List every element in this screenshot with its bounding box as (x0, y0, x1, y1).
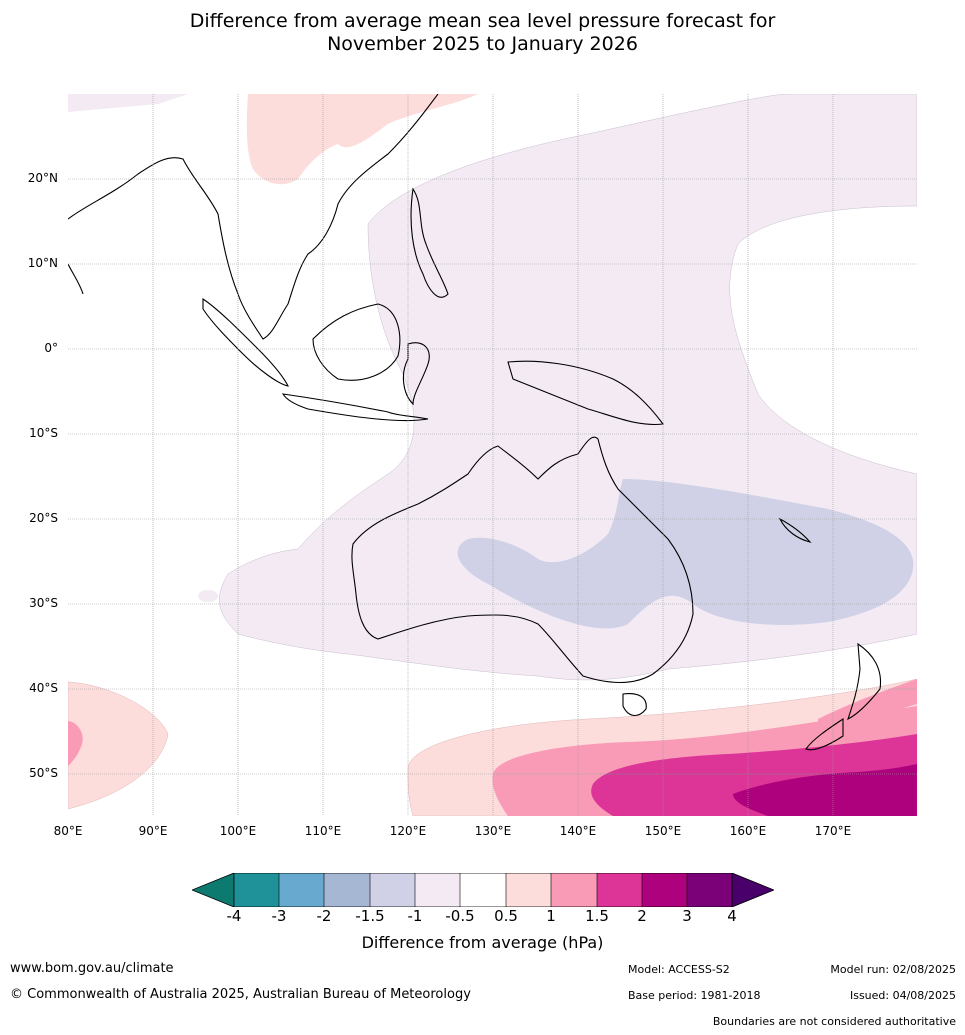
colorbar-label: -2 (316, 907, 332, 925)
lat-label-10s: 10°S (29, 426, 58, 440)
colorbar-bin-3 (324, 873, 370, 907)
lat-label-50s: 50°S (29, 766, 58, 780)
title-line-2: November 2025 to January 2026 (327, 33, 638, 55)
lon-label-140e: 140°E (559, 824, 597, 838)
colorbar-bin-8 (551, 873, 597, 907)
coastline-borneo (312, 303, 401, 381)
base-period-text: Base period: 1981-2018 (628, 989, 761, 1002)
pressure-anomaly-map (68, 94, 917, 816)
colorbar-bin-7 (506, 873, 551, 907)
lon-label-130e: 130°E (474, 824, 512, 838)
lon-label-90e: 90°E (138, 824, 168, 838)
colorbar-label: 1.5 (585, 907, 609, 925)
lon-label-110e: 110°E (304, 824, 342, 838)
coastline-asia (68, 94, 439, 340)
coastline-new-guinea (507, 360, 665, 426)
colorbar-label: -1.5 (355, 907, 385, 925)
colorbar-label: -3 (271, 907, 287, 925)
coastline-india-tip (68, 263, 84, 295)
issued-text: Issued: 04/08/2025 (849, 989, 956, 1002)
coastline-nz-north (847, 642, 882, 721)
colorbar-label: 2 (637, 907, 647, 925)
colorbar-bin-11 (687, 873, 732, 907)
lon-label-120e: 120°E (389, 824, 427, 838)
coastline-nz-south (805, 717, 844, 751)
colorbar-label: 4 (727, 907, 737, 925)
colorbar-bin-4 (370, 873, 415, 907)
colorbar-label: -4 (226, 907, 242, 925)
lat-label-30s: 30°S (29, 596, 58, 610)
coastline-new-caledonia (778, 517, 812, 543)
lon-label-150e: 150°E (644, 824, 682, 838)
colorbar-title: Difference from average (hPa) (361, 933, 604, 952)
coastline-sumatra (202, 297, 289, 387)
colorbar-label: 1 (546, 907, 556, 925)
colorbar-bin-2 (279, 873, 324, 907)
disclaimer-text: Boundaries are not considered authoritat… (712, 1015, 956, 1028)
lat-label-10n: 10°N (27, 256, 58, 270)
colorbar-bin-9 (597, 873, 642, 907)
colorbar-bin-5 (415, 873, 460, 907)
anomaly-region-purple-south (733, 764, 917, 816)
title-line-1: Difference from average mean sea level p… (189, 10, 776, 32)
colorbar-label: 0.5 (494, 907, 518, 925)
anomaly-region-lavender (68, 94, 188, 112)
lon-label-100e: 100°E (219, 824, 257, 838)
anomaly-region-pink-west (68, 681, 169, 810)
colorbar-bin-6 (460, 873, 506, 907)
colorbar-label: 3 (682, 907, 692, 925)
colorbar-label: -1 (407, 907, 423, 925)
coastline-tasmania (622, 693, 647, 716)
colorbar-extend-high (731, 873, 774, 907)
lat-label-20s: 20°S (29, 511, 58, 525)
colorbar-label: -0.5 (445, 907, 475, 925)
website-link[interactable]: www.bom.gov.au/climate (10, 961, 174, 976)
lat-label-0: 0° (44, 341, 58, 355)
model-text: Model: ACCESS-S2 (628, 963, 730, 976)
anomaly-region-pink-north (246, 94, 478, 185)
colorbar (192, 873, 774, 907)
colorbar-bin-10 (642, 873, 687, 907)
coastline-philippines (410, 187, 449, 298)
lon-label-170e: 170°E (814, 824, 852, 838)
lon-label-160e: 160°E (729, 824, 767, 838)
lat-label-20n: 20°N (27, 171, 58, 185)
lat-label-40s: 40°S (29, 681, 58, 695)
colorbar-bin-1 (234, 873, 279, 907)
coastline-java (281, 393, 429, 422)
colorbar-extend-low (192, 873, 235, 907)
anomaly-region-blue-lavender (457, 479, 914, 629)
map-title: Difference from average mean sea level p… (0, 10, 965, 56)
copyright-text: © Commonwealth of Australia 2025, Austra… (10, 987, 471, 1002)
coastline-australia (351, 436, 694, 683)
model-run-text: Model run: 02/08/2025 (830, 963, 956, 976)
coastline-sulawesi (402, 342, 430, 406)
lon-label-80e: 80°E (53, 824, 83, 838)
